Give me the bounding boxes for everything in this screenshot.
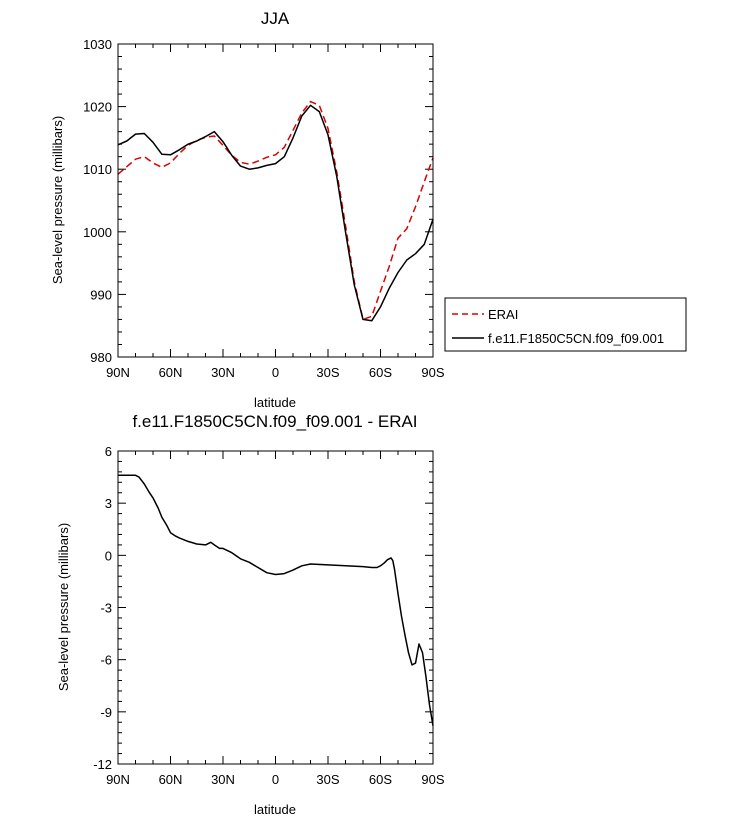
bottom-chart-ytick-label: -12	[93, 757, 112, 772]
top-chart-xlabel: latitude	[254, 395, 296, 410]
bottom-chart-xtick-label: 30N	[211, 772, 235, 787]
bottom-chart-xlabel: latitude	[254, 802, 296, 817]
bottom-chart-ytick-label: -9	[100, 705, 112, 720]
bottom-chart: f.e11.F1850C5CN.f09_f09.001 - ERAI Sea-l…	[56, 412, 445, 817]
bottom-chart-xtick-label: 60S	[369, 772, 392, 787]
bottom-chart-xtick-label: 60N	[159, 772, 183, 787]
top-chart-xtick-label: 90N	[106, 365, 130, 380]
legend-label-erai: ERAI	[488, 307, 518, 322]
top-chart-xtick-label: 60S	[369, 365, 392, 380]
bottom-chart-ytick-label: 6	[105, 444, 112, 459]
top-chart-ytick-label: 1030	[83, 37, 112, 52]
bottom-chart-xtick-label: 30S	[316, 772, 339, 787]
top-chart-ytick-label: 1020	[83, 100, 112, 115]
bottom-chart-ytick-label: -3	[100, 601, 112, 616]
top-chart-xtick-label: 30N	[211, 365, 235, 380]
top-chart-ytick-label: 1010	[83, 162, 112, 177]
bottom-chart-series-line-0	[118, 474, 434, 726]
bottom-chart-frame	[117, 450, 434, 765]
top-chart-frame	[117, 43, 434, 358]
top-chart-series-line-0	[117, 100, 434, 321]
top-chart-xtick-label: 30S	[316, 365, 339, 380]
bottom-chart-ytick-label: -6	[100, 653, 112, 668]
bottom-chart-xtick-label: 90N	[106, 772, 130, 787]
top-chart-ytick-label: 990	[90, 287, 112, 302]
top-chart: JJA Sea-level pressure (millibars) latit…	[50, 9, 687, 410]
top-chart-ylabel: Sea-level pressure (millibars)	[50, 116, 65, 284]
top-chart-xtick-label: 0	[272, 365, 279, 380]
top-chart-xtick-label: 60N	[159, 365, 183, 380]
top-chart-xtick-label: 90S	[421, 365, 444, 380]
legend: ERAI f.e11.F1850C5CN.f09_f09.001	[444, 297, 687, 352]
bottom-chart-ytick-label: 0	[105, 548, 112, 563]
bottom-chart-xtick-label: 0	[272, 772, 279, 787]
top-chart-series-line-1	[117, 104, 434, 322]
legend-box	[444, 297, 687, 352]
bottom-chart-ylabel: Sea-level pressure (millibars)	[56, 523, 71, 691]
top-chart-ytick-label: 980	[90, 350, 112, 365]
top-chart-title: JJA	[261, 9, 290, 28]
bottom-chart-xtick-label: 90S	[421, 772, 444, 787]
top-chart-ytick-label: 1000	[83, 225, 112, 240]
bottom-chart-title: f.e11.F1850C5CN.f09_f09.001 - ERAI	[132, 412, 417, 431]
bottom-chart-ytick-label: 3	[105, 496, 112, 511]
legend-label-model: f.e11.F1850C5CN.f09_f09.001	[488, 331, 664, 346]
